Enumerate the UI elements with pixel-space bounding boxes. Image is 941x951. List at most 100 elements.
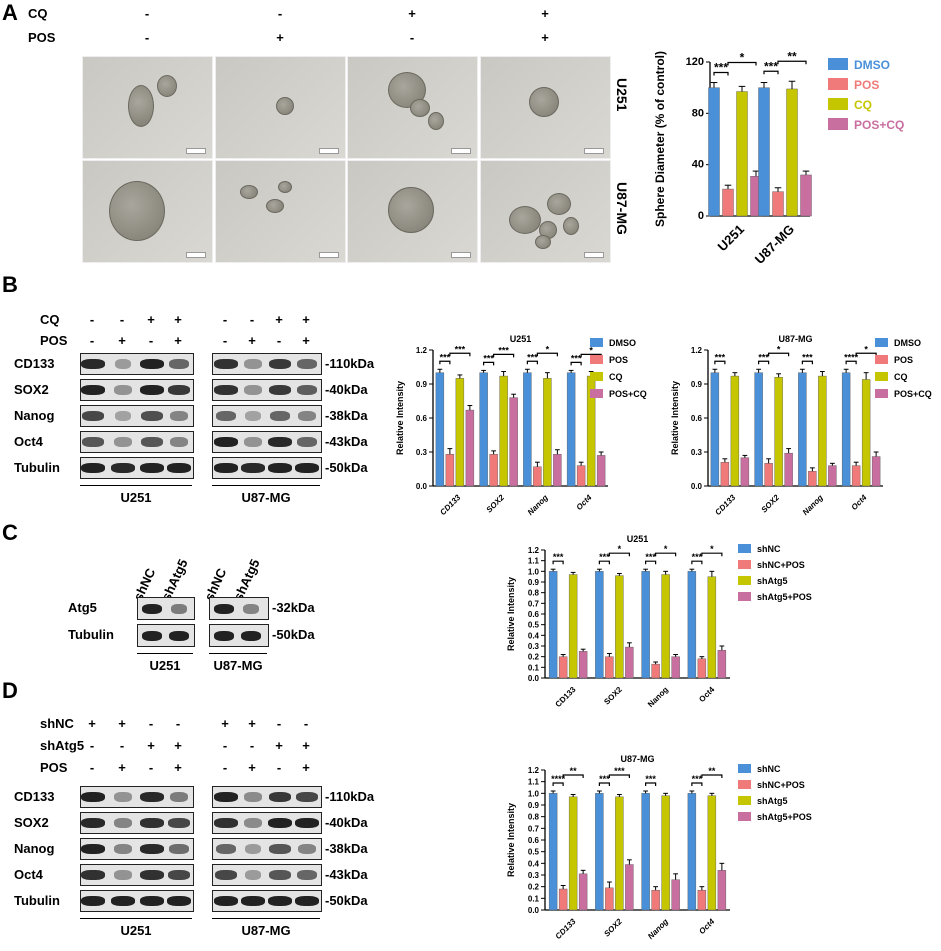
protein-label: Tubulin [14, 460, 60, 475]
microscopy-image [480, 160, 611, 263]
legend-entry: POS+CQ [894, 389, 932, 399]
bar [697, 658, 707, 679]
significance-label: *** [714, 61, 728, 75]
y-axis-label: Relative Intensity [395, 381, 405, 455]
significance-label: *** [692, 552, 703, 562]
chart-title: U87-MG [620, 754, 654, 764]
treatment-symbol: + [276, 30, 284, 45]
protein-band [166, 896, 192, 906]
legend-entry: POS [894, 355, 913, 365]
significance-label: *** [764, 59, 778, 73]
microscopy-image [82, 160, 213, 263]
protein-band [81, 792, 106, 802]
d-pos-row-label: POS [40, 760, 68, 775]
protein-band [214, 359, 238, 369]
significance-bracket [562, 774, 584, 778]
microscopy-image [82, 56, 213, 159]
panel-label-c: C [2, 520, 18, 545]
cell-sphere [428, 112, 444, 130]
protein-band [81, 818, 105, 828]
cell-line-underline [212, 485, 320, 486]
protein-band [240, 630, 262, 641]
bar [730, 375, 740, 487]
row-label-u87mg: U87-MG [614, 182, 630, 235]
significance-bracket [801, 360, 813, 365]
blot-strip [209, 624, 269, 647]
significance-bracket [570, 361, 582, 366]
treatment-symbol: - [409, 30, 415, 45]
protein-band [294, 896, 320, 906]
treatment-symbol: - [89, 738, 95, 753]
protein-band [139, 385, 165, 395]
protein-band [140, 792, 164, 802]
protein-band [215, 844, 237, 854]
protein-label: Nanog [14, 841, 55, 856]
legend-swatch [590, 338, 603, 347]
legend-entry: CQ [894, 372, 908, 382]
d-shnc-row-label: shNC [40, 716, 74, 731]
protein-band [214, 818, 238, 828]
blot-strip [80, 838, 194, 860]
protein-band [114, 385, 132, 395]
blot-strip [209, 597, 269, 620]
cell-line-underline [209, 653, 267, 654]
y-tick-label: 0.0 [528, 674, 540, 683]
legend-entry: shNC [757, 544, 781, 554]
bar [661, 574, 670, 679]
y-tick-label: 0.9 [691, 380, 703, 389]
significance-bracket [493, 353, 515, 358]
legend-swatch [738, 796, 751, 805]
protein-band [140, 844, 164, 854]
y-tick-label: 0.9 [528, 801, 540, 810]
significance-bracket [768, 352, 790, 357]
bar [578, 651, 588, 679]
y-tick-label: 1.1 [528, 778, 540, 787]
legend-entry: POS+CQ [854, 118, 904, 132]
treatment-symbol: + [118, 333, 126, 348]
y-tick-label: 0.3 [691, 448, 703, 457]
significance-label: * [546, 344, 550, 354]
scale-bar [584, 148, 604, 154]
significance-bracket [645, 560, 657, 565]
y-axis-label: Relative Intensity [506, 577, 516, 651]
y-tick-label: 0.3 [416, 448, 428, 457]
protein-band [141, 630, 163, 641]
protein-band [139, 463, 165, 473]
bar [509, 397, 518, 487]
bar [605, 656, 614, 679]
category-label: SOX2 [602, 685, 624, 707]
protein-band [267, 896, 293, 906]
significance-label: *** [715, 352, 726, 362]
cell-sphere [278, 181, 292, 193]
legend-entry: POS [609, 355, 628, 365]
bar [687, 571, 697, 679]
protein-band [244, 870, 262, 880]
protein-band [213, 603, 235, 614]
protein-band [243, 603, 259, 614]
panel-label-b: B [2, 272, 18, 297]
significance-label: *** [802, 352, 813, 362]
microscopy-image [215, 160, 346, 263]
treatment-symbol: - [148, 760, 154, 775]
bar [641, 571, 650, 679]
protein-band [294, 818, 320, 828]
cell-sphere [535, 235, 551, 249]
treatment-symbol: - [89, 312, 95, 327]
cell-line-underline [80, 918, 192, 919]
blot-strip [212, 457, 322, 479]
y-tick-label: 0.2 [528, 653, 540, 662]
bar [774, 377, 783, 487]
bar [764, 463, 773, 487]
bar [641, 793, 650, 911]
kda-label: -50kDa [325, 460, 368, 475]
y-axis-label: Relative Intensity [670, 381, 680, 455]
chart-title: U87-MG [778, 334, 812, 344]
protein-band [141, 437, 163, 447]
category-label: CD133 [554, 685, 578, 709]
legend-entry: CQ [609, 372, 623, 382]
bar [671, 656, 680, 679]
treatment-symbol: - [144, 30, 150, 45]
category-label: Oct4 [575, 493, 594, 512]
bar [707, 795, 717, 911]
protein-band [110, 896, 136, 906]
